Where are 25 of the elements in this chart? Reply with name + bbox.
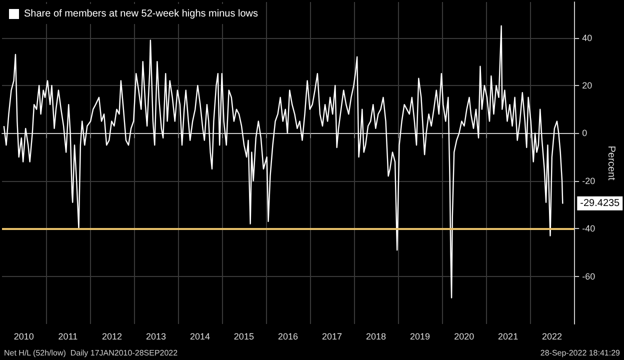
x-tick-label: 2014 xyxy=(190,332,210,342)
line-series xyxy=(3,25,564,298)
legend-label: Share of members at new 52-week highs minus lows xyxy=(24,8,258,20)
x-tick-label: 2015 xyxy=(234,332,254,342)
y-tick-label: 20 xyxy=(582,80,592,90)
x-tick-label: 2013 xyxy=(146,332,166,342)
x-tick-label: 2020 xyxy=(454,332,474,342)
x-tick-label: 2011 xyxy=(58,332,78,342)
x-tick-label: 2022 xyxy=(542,332,562,342)
x-tick-label: 2018 xyxy=(366,332,386,342)
y-tick-label: -20 xyxy=(582,176,596,186)
y-tick-label: -40 xyxy=(582,224,596,234)
y-tick-label: 0 xyxy=(582,128,588,138)
text: 28-Sep-2022 18:41:29 xyxy=(540,348,621,358)
text: Net H/L (52h/low) Daily 17JAN2010-28SEP2022 xyxy=(4,348,178,358)
x-tick-label: 2021 xyxy=(498,332,518,342)
x-tick-label: 2017 xyxy=(322,332,342,342)
annotation: -29.4235 xyxy=(580,198,620,209)
x-tick-label: 2010 xyxy=(14,332,34,342)
x-tick-label: 2019 xyxy=(410,332,430,342)
y-tick-label: 40 xyxy=(582,32,592,43)
y-tick-label: -60 xyxy=(582,271,596,282)
x-tick-label: 2012 xyxy=(102,332,122,342)
y-axis-title: Percent xyxy=(606,146,616,180)
x-tick-label: 2016 xyxy=(278,332,298,342)
